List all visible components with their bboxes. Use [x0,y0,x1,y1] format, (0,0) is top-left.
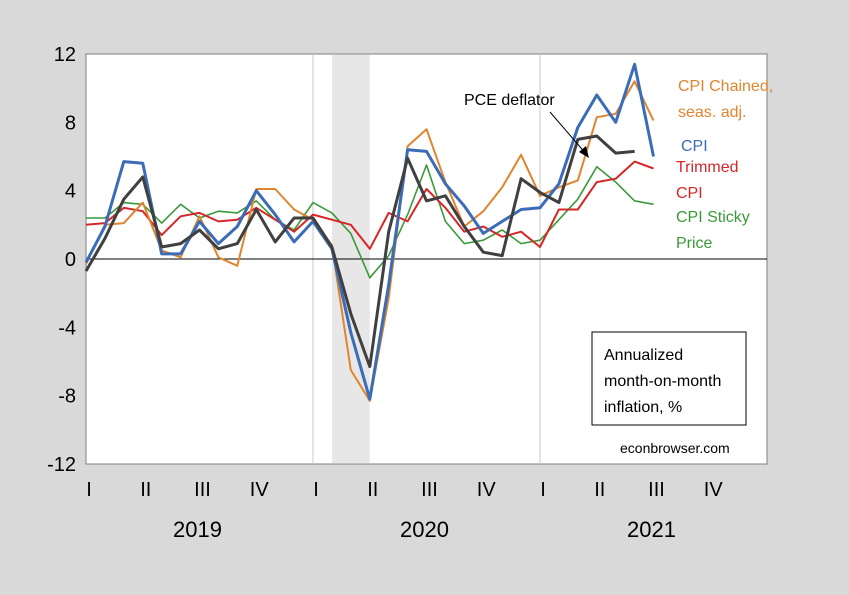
y-tick-label: 8 [65,112,76,134]
x-quarter-label: II [594,479,605,501]
note-box [591,331,747,426]
legend-label-sticky: CPI Sticky [676,209,750,226]
x-quarter-label: II [140,479,151,501]
x-quarter-label: IV [250,479,270,501]
series-line-pce [84,134,635,369]
y-tick-label: -12 [47,454,76,476]
x-year-label: 2021 [627,517,676,542]
y-tick-label: 12 [54,44,76,66]
series-line-cpi [84,62,655,401]
x-quarter-label: III [194,479,211,501]
x-quarter-label: II [367,479,378,501]
note-line-2: month-on-month [604,373,721,390]
annotation-arrowhead [579,146,589,158]
x-quarter-label: I [313,479,319,501]
note-line-1: Annualized [604,347,683,364]
legend-label-cpi_chained: seas. adj. [678,104,746,121]
x-quarter-label: IV [477,479,497,501]
note-line-3: inflation, % [604,399,682,416]
x-year-label: 2019 [173,517,222,542]
series-line-sticky [86,164,654,279]
y-tick-label: -4 [58,317,76,339]
legend-label-sticky: Price [676,235,713,252]
series-line-trimmed [85,160,654,250]
x-quarter-label: IV [704,479,724,501]
legend-label-cpi_chained: CPI Chained, [678,78,773,95]
x-quarter-label: I [86,479,92,501]
source-label: econbrowser.com [620,440,730,456]
legend-label-trimmed: CPI [676,185,703,202]
y-tick-label: -8 [58,386,76,408]
x-quarter-label: III [648,479,665,501]
annotation-pce-deflator: PCE deflator [464,92,555,109]
legend-label-trimmed: Trimmed [676,159,739,176]
x-year-label: 2020 [400,517,449,542]
y-tick-label: 0 [65,249,76,271]
annotation-arrow [549,111,588,156]
y-tick-label: 4 [65,181,76,203]
x-quarter-label: I [540,479,546,501]
legend-label-cpi: CPI [681,138,708,155]
x-quarter-label: III [421,479,438,501]
series-line-cpi_chained [85,80,655,402]
